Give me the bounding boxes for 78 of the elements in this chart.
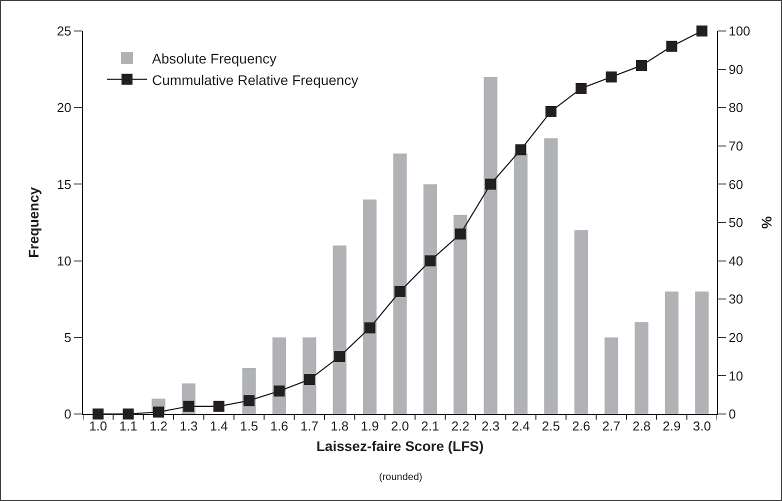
- x-tick-label: 2.0: [390, 418, 410, 434]
- point: [364, 322, 376, 334]
- x-tick-label: 2.3: [482, 418, 500, 434]
- point: [183, 400, 194, 412]
- y-tick-label: 15: [56, 176, 72, 192]
- x-tick-label: 1.5: [240, 418, 258, 434]
- bar: [695, 291, 709, 414]
- y2-tick-label: 20: [728, 330, 744, 345]
- point: [334, 351, 346, 362]
- x-tick-label: 1.6: [270, 418, 288, 434]
- y2-tick-label: 50: [728, 215, 744, 230]
- x-tick-label: 2.5: [542, 418, 560, 434]
- y2-tick-label: 0: [728, 406, 736, 422]
- x-tick-label: 2.6: [572, 418, 590, 434]
- y2-tick-label: 40: [728, 253, 744, 268]
- bar: [332, 245, 346, 414]
- point: [515, 144, 526, 156]
- point: [424, 255, 436, 266]
- x-tick-label: 1.2: [149, 418, 168, 434]
- point: [394, 286, 406, 297]
- legend-label: Absolute Frequency: [152, 50, 277, 67]
- x-tick-label: 2.7: [602, 418, 620, 434]
- y2-tick-label: 10: [728, 368, 744, 384]
- point: [666, 40, 678, 52]
- legend-label: Cummulative Relative Frequency: [152, 72, 358, 88]
- x-tick-label: 1.4: [210, 418, 228, 434]
- bar: [664, 291, 679, 414]
- bar: [393, 154, 407, 414]
- bar: [544, 138, 558, 414]
- y-tick-label: 25: [56, 24, 72, 39]
- point: [485, 178, 496, 190]
- text: (rounded): [379, 472, 422, 483]
- y2-tick-label: 60: [728, 176, 744, 192]
- x-tick-label: 1.8: [330, 418, 349, 434]
- bar: [454, 214, 468, 414]
- y2-tick-label: 70: [728, 138, 744, 154]
- bar: [604, 337, 618, 414]
- x-tick-label: 1.9: [360, 418, 379, 434]
- x-tick-label: 2.1: [421, 418, 440, 434]
- y-tick-label: 5: [64, 330, 72, 345]
- bar: [363, 200, 377, 414]
- x-tick-label: 2.9: [662, 418, 681, 434]
- y-tick-label: 0: [64, 406, 72, 422]
- y-axis-title: Frequency: [26, 186, 42, 258]
- y2-tick-label: 30: [728, 292, 744, 307]
- point: [304, 374, 315, 386]
- bar: [514, 154, 528, 414]
- x-axis-title: Laissez-faire Score (LFS): [316, 438, 484, 454]
- y-tick-label: 20: [56, 100, 72, 116]
- point: [454, 228, 466, 240]
- x-tick-label: 1.0: [89, 418, 108, 434]
- x-tick-label: 1.1: [119, 418, 138, 434]
- point: [274, 386, 285, 397]
- x-tick-label: 3.0: [692, 418, 711, 434]
- y-tick-label: 10: [56, 253, 72, 268]
- point: [545, 106, 556, 117]
- point: [92, 408, 104, 420]
- bar: [423, 184, 437, 414]
- point: [244, 395, 255, 406]
- point: [152, 406, 164, 418]
- x-tick-label: 1.7: [300, 418, 318, 434]
- x-tick-label: 1.3: [180, 418, 198, 434]
- x-tick-label: 2.2: [451, 418, 470, 434]
- point: [696, 26, 708, 36]
- point: [122, 408, 134, 420]
- point: [606, 71, 617, 82]
- x-tick-label: 2.8: [632, 418, 651, 434]
- y2-tick-label: 100: [728, 24, 750, 39]
- point: [636, 60, 648, 71]
- x-tick-label: 2.4: [512, 418, 530, 434]
- bar: [574, 230, 588, 414]
- bar: [634, 322, 648, 414]
- bar: [484, 76, 498, 414]
- y2-tick-label: 80: [728, 100, 744, 116]
- y2-tick-label: 90: [728, 62, 744, 77]
- point: [576, 82, 587, 94]
- y2-axis-title: %: [758, 216, 775, 229]
- point: [213, 400, 224, 412]
